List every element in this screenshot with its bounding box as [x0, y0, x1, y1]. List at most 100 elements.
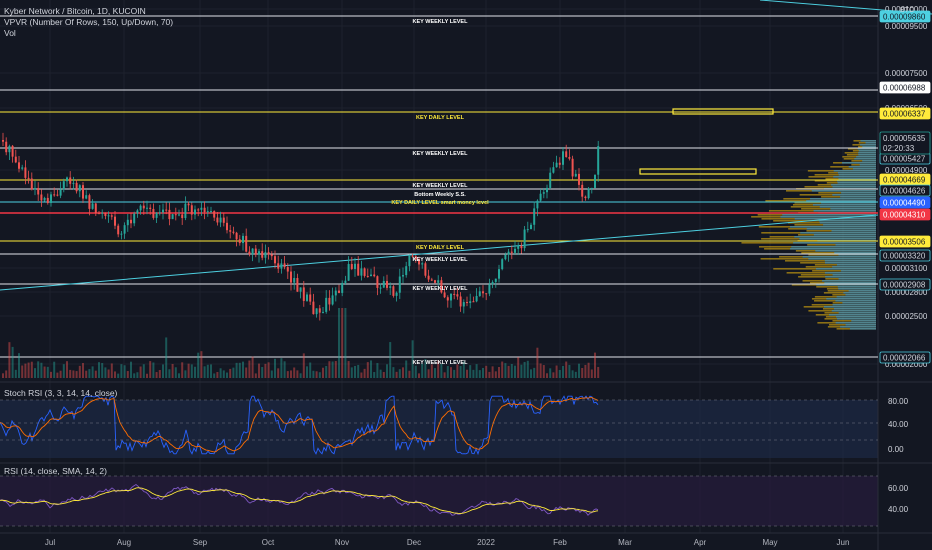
time-tick-label[interactable]: Jun — [837, 538, 850, 547]
volume-bar — [293, 367, 296, 378]
volume-profile-row — [862, 160, 876, 162]
time-tick-label[interactable]: Nov — [335, 538, 349, 547]
price-tag — [879, 278, 931, 291]
candlesticks[interactable] — [2, 132, 600, 321]
level-note[interactable]: KEY DAILY LEVEL — [416, 245, 465, 251]
price-tick-label[interactable]: 0.00007500 — [885, 69, 928, 78]
price-tag — [879, 208, 931, 221]
candle-body — [539, 193, 542, 201]
vpvr-indicator-label[interactable]: VPVR (Number Of Rows, 150, Up/Down, 70) — [4, 17, 174, 27]
candle-body — [498, 269, 500, 279]
volume-bar — [472, 369, 475, 378]
drawn-rectangles[interactable] — [639, 108, 774, 175]
currency-label: BTC — [900, 5, 914, 16]
volume-profile-row — [810, 198, 876, 200]
candle-body — [194, 209, 196, 215]
candle-body — [421, 263, 424, 265]
volume-bar — [66, 361, 68, 378]
volume-profile-row — [841, 162, 876, 164]
price-tick-label[interactable]: 0.00009500 — [885, 22, 928, 31]
candle-body — [494, 278, 497, 282]
price-tick-label[interactable]: 0.00004900 — [885, 166, 928, 175]
price-tick-label[interactable]: 0.00002000 — [885, 360, 928, 369]
volume-indicator-label[interactable]: Vol — [4, 28, 16, 38]
price-tick-label[interactable]: 0.00010000 — [885, 5, 928, 14]
rsi-title[interactable]: RSI (14, close, SMA, 14, 2) — [4, 466, 107, 476]
time-axis[interactable]: Jul Aug Sep Oct Nov Dec 2022 Feb Mar Apr May Jun — [45, 538, 850, 547]
symbol-title[interactable]: Kyber Network / Bitcoin, 1D, KUCOIN — [4, 6, 146, 16]
volume-profile-row — [835, 244, 876, 246]
candle-body — [123, 225, 126, 234]
volume-profile-row — [826, 298, 876, 300]
candle-body — [101, 212, 104, 214]
volume-bar — [392, 367, 395, 378]
candle-body — [277, 263, 280, 269]
volume-profile-row — [818, 220, 876, 222]
candle-body — [290, 271, 292, 283]
price-tick-label[interactable]: 0.00002800 — [885, 288, 928, 297]
candle-body — [56, 194, 59, 196]
level-note[interactable]: KEY WEEKLY LEVEL — [413, 360, 469, 366]
level-note[interactable]: KEY WEEKLY LEVEL — [413, 19, 469, 25]
volume-profile-row — [822, 280, 876, 282]
volume-bar — [50, 371, 52, 378]
level-note[interactable]: KEY DAILY LEVEL smart money level — [391, 200, 489, 206]
key-levels[interactable] — [0, 15, 878, 358]
candle-body — [552, 167, 555, 173]
candle-body — [27, 177, 30, 179]
time-tick-label[interactable]: Feb — [553, 538, 567, 547]
rsi-legend[interactable]: RSI (14, close, SMA, 14, 2) — [4, 466, 107, 477]
price-tick-label[interactable]: 0.00002500 — [885, 312, 928, 321]
volume-bar — [558, 369, 561, 378]
volume-bar — [219, 368, 222, 378]
volume-profile-row — [865, 142, 876, 144]
time-tick-label[interactable]: 2022 — [477, 538, 495, 547]
volume-bar — [232, 367, 235, 378]
candle-body — [373, 274, 376, 277]
volume-bar — [290, 370, 292, 378]
candle-body — [526, 229, 529, 231]
candle-body — [59, 189, 62, 196]
level-note[interactable]: KEY WEEKLY LEVEL — [413, 286, 469, 292]
time-tick-label[interactable]: Mar — [618, 538, 632, 547]
stoch-rsi-title[interactable]: Stoch RSI (3, 3, 14, 14, close) — [4, 388, 118, 398]
level-note[interactable]: KEY WEEKLY LEVEL — [413, 257, 469, 263]
level-note[interactable]: KEY DAILY LEVEL — [416, 115, 465, 121]
volume-bar — [504, 363, 507, 378]
level-note[interactable]: Bottom Weekly S.S. — [414, 192, 466, 198]
stoch-rsi-plot[interactable] — [0, 395, 878, 456]
time-tick-label[interactable]: Jul — [45, 538, 55, 547]
time-tick-label[interactable]: Dec — [407, 538, 421, 547]
price-tick-label[interactable]: 0.00003100 — [885, 264, 928, 273]
candle-body — [306, 294, 308, 301]
volume-profile-row — [791, 246, 876, 248]
time-tick-label[interactable]: May — [762, 538, 777, 547]
time-tick-label[interactable]: Aug — [117, 538, 131, 547]
volume-bar — [565, 361, 568, 378]
volume-bar — [11, 346, 14, 378]
candle-body — [536, 200, 539, 209]
volume-profile-row — [794, 236, 876, 238]
candle-body — [302, 287, 305, 301]
volume-profile-row — [840, 270, 876, 272]
price-tag — [879, 196, 931, 209]
time-tick-label[interactable]: Sep — [193, 538, 208, 547]
candle-body — [181, 214, 184, 219]
stoch-rsi-legend[interactable]: Stoch RSI (3, 3, 14, 14, close) — [4, 388, 117, 399]
level-notes[interactable]: KEY WEEKLY LEVEL KEY DAILY LEVEL KEY WEEKL… — [391, 19, 489, 366]
time-tick-label[interactable]: Apr — [694, 538, 707, 547]
volume-bar — [258, 363, 260, 378]
volume-bar — [376, 363, 379, 378]
stoch-rsi-tick-label: 80.00 — [888, 397, 909, 406]
level-note[interactable]: KEY WEEKLY LEVEL — [413, 151, 469, 157]
volume-bar — [283, 361, 286, 378]
level-note[interactable]: KEY WEEKLY LEVEL — [413, 183, 469, 189]
volume-profile-row — [862, 146, 876, 148]
volume-bar — [539, 363, 542, 378]
rsi-plot[interactable] — [0, 475, 878, 527]
candle-body — [459, 296, 462, 307]
volume-bar — [498, 366, 500, 378]
volume-bar — [507, 365, 510, 378]
time-tick-label[interactable]: Oct — [262, 538, 275, 547]
